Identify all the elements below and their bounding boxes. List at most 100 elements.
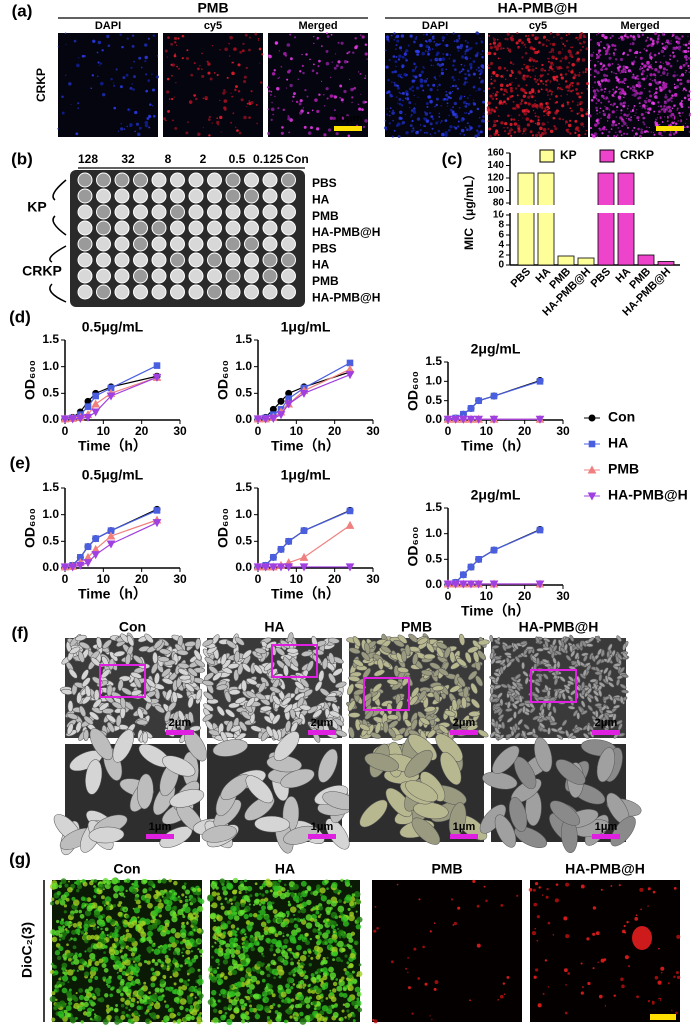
dot: [305, 53, 308, 56]
cell: [187, 711, 194, 724]
dot: [670, 42, 672, 45]
dot: [607, 98, 609, 100]
well: [77, 268, 93, 284]
dot: [346, 114, 349, 117]
dot: [452, 59, 456, 63]
dot: [549, 43, 552, 45]
dot: [567, 85, 571, 89]
dot: [549, 66, 552, 69]
dot: [193, 62, 196, 65]
dot: [539, 105, 544, 109]
dot: [120, 122, 123, 125]
dot: [490, 82, 493, 85]
dot: [87, 978, 93, 983]
dot: [92, 995, 97, 1000]
cell: [66, 713, 79, 720]
marker: [152, 519, 162, 528]
dot: [604, 87, 607, 91]
dot: [422, 66, 425, 69]
dot: [249, 1004, 253, 1008]
dot: [513, 122, 518, 126]
dot: [58, 938, 62, 941]
well: [262, 236, 278, 252]
dot: [648, 55, 651, 57]
dot: [157, 1002, 160, 1005]
dot: [537, 131, 541, 134]
well: [262, 204, 278, 220]
cell: [136, 719, 149, 726]
dot: [68, 988, 72, 992]
dot: [430, 115, 434, 118]
dot: [175, 44, 178, 46]
dot: [614, 90, 618, 94]
dot: [618, 87, 622, 91]
dot: [167, 965, 170, 968]
dot: [410, 130, 414, 133]
dot: [243, 913, 249, 920]
well: [170, 172, 185, 188]
dot: [293, 914, 296, 917]
dot: [93, 911, 101, 918]
dot: [78, 988, 84, 993]
dot: [687, 57, 691, 60]
dot: [388, 59, 391, 62]
dot: [574, 37, 577, 40]
dot: [503, 127, 505, 129]
dot: [633, 105, 636, 107]
dot: [603, 36, 606, 39]
marker: [451, 580, 461, 589]
dot: [186, 995, 194, 1003]
dot: [595, 71, 597, 73]
dot: [560, 76, 564, 80]
marker: [152, 373, 162, 382]
marker: [83, 559, 93, 568]
dot: [193, 954, 199, 960]
x-tick-label: 10: [480, 589, 494, 603]
dot: [518, 38, 522, 42]
dot: [148, 950, 151, 954]
dot: [506, 91, 508, 94]
well: [114, 188, 130, 204]
x-tick-label: 30: [556, 589, 570, 603]
cell: [133, 655, 143, 664]
scale-bar: [146, 834, 174, 839]
dot: [548, 51, 551, 54]
dot: [325, 49, 329, 53]
dot: [659, 123, 661, 126]
dot: [402, 99, 404, 102]
dot: [493, 52, 497, 56]
dot: [527, 102, 531, 106]
dot: [383, 126, 388, 130]
dot: [493, 45, 497, 49]
dot: [71, 929, 77, 935]
bar: [537, 172, 555, 266]
dot: [244, 879, 247, 883]
dot: [622, 90, 626, 94]
dot: [137, 132, 141, 137]
column-label: HA-PMB@H: [519, 619, 599, 635]
dot: [674, 122, 678, 126]
dot: [162, 944, 168, 950]
x-tick-label: 20: [328, 424, 342, 438]
dot: [613, 95, 615, 98]
dot: [646, 97, 648, 99]
dot: [659, 105, 663, 108]
dot: [388, 110, 391, 113]
cell: [468, 711, 481, 717]
dot: [365, 75, 367, 77]
well: [77, 188, 93, 204]
dot: [437, 129, 441, 133]
dot: [248, 48, 251, 52]
dot: [509, 95, 513, 99]
dot: [633, 93, 637, 97]
dot: [129, 937, 136, 943]
dot: [623, 67, 626, 71]
dot: [397, 102, 399, 104]
dot: [459, 95, 463, 99]
dot: [539, 134, 542, 137]
dot: [83, 995, 90, 1002]
dot: [600, 117, 602, 120]
dot: [547, 90, 549, 93]
dot: [631, 42, 635, 46]
y-tick-label: 1.0: [42, 507, 59, 521]
